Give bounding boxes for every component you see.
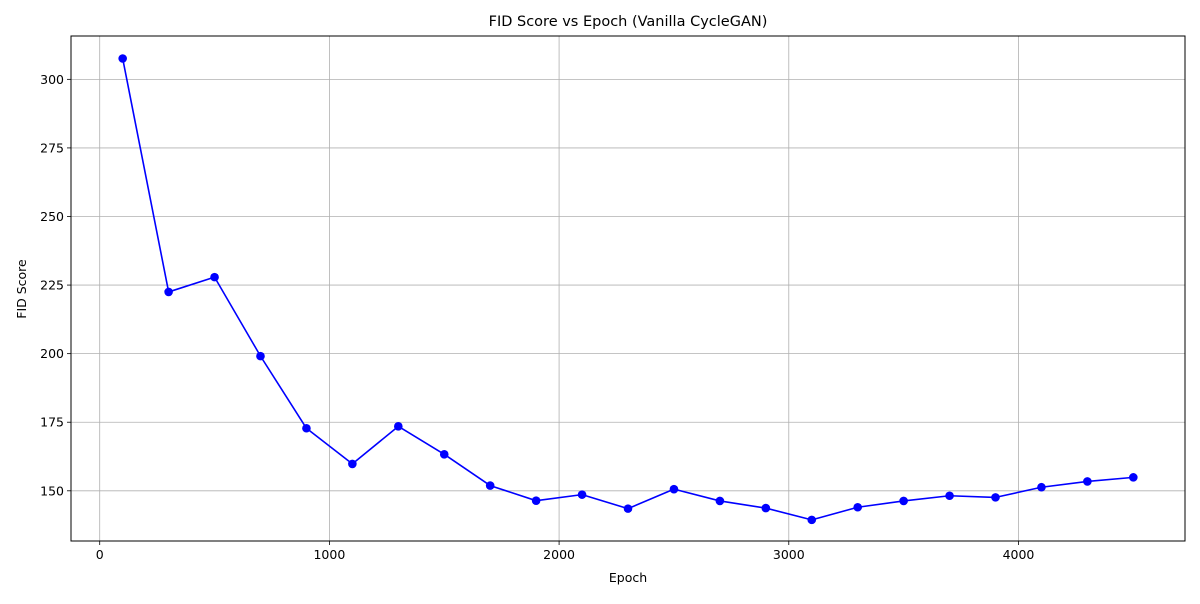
data-point: [256, 351, 265, 361]
y-tick-label: 150: [40, 483, 64, 498]
data-point: [623, 504, 633, 513]
chart-title: FID Score vs Epoch (Vanilla CycleGAN): [489, 14, 768, 30]
x-tick-label: 2000: [543, 547, 575, 562]
data-point: [348, 459, 357, 469]
y-tick-label: 175: [40, 415, 64, 430]
data-point: [1083, 477, 1092, 486]
data-point: [669, 484, 679, 494]
x-tick-label: 1000: [313, 547, 345, 562]
x-tick-label: 0: [96, 547, 104, 562]
y-tick-label: 250: [40, 209, 64, 224]
y-tick-label: 300: [40, 72, 64, 87]
data-point: [761, 503, 771, 513]
plot-frame: [70, 35, 1186, 542]
data-point: [531, 496, 541, 505]
data-point: [945, 491, 954, 501]
y-tick-label: 225: [40, 278, 64, 293]
data-point: [577, 490, 587, 499]
data-point: [1129, 473, 1138, 482]
y-tick-label: 200: [40, 346, 64, 361]
data-point: [118, 54, 127, 63]
data-point: [715, 496, 725, 506]
data-point: [164, 287, 173, 297]
y-tick-label: 275: [40, 140, 64, 155]
grid-lines: [71, 36, 1185, 541]
data-point: [1037, 482, 1046, 492]
axis-ticks: 0 1000 2000 3000 4000 150 175 200 225 250 275 300: [40, 72, 1034, 562]
data-point: [991, 493, 1000, 502]
x-axis-label: Epoch: [609, 570, 647, 585]
data-point: [853, 502, 862, 512]
data-point: [302, 423, 311, 433]
data-point: [899, 496, 908, 506]
data-point: [485, 481, 495, 490]
data-point: [394, 422, 403, 431]
x-tick-label: 3000: [773, 547, 805, 562]
x-tick-label: 4000: [1003, 547, 1035, 562]
data-point: [439, 450, 449, 459]
series-layer: [118, 54, 1138, 525]
series-line: [121, 58, 1134, 521]
data-point: [210, 272, 219, 282]
y-axis-label: FID Score: [14, 259, 29, 319]
data-point: [807, 515, 817, 525]
